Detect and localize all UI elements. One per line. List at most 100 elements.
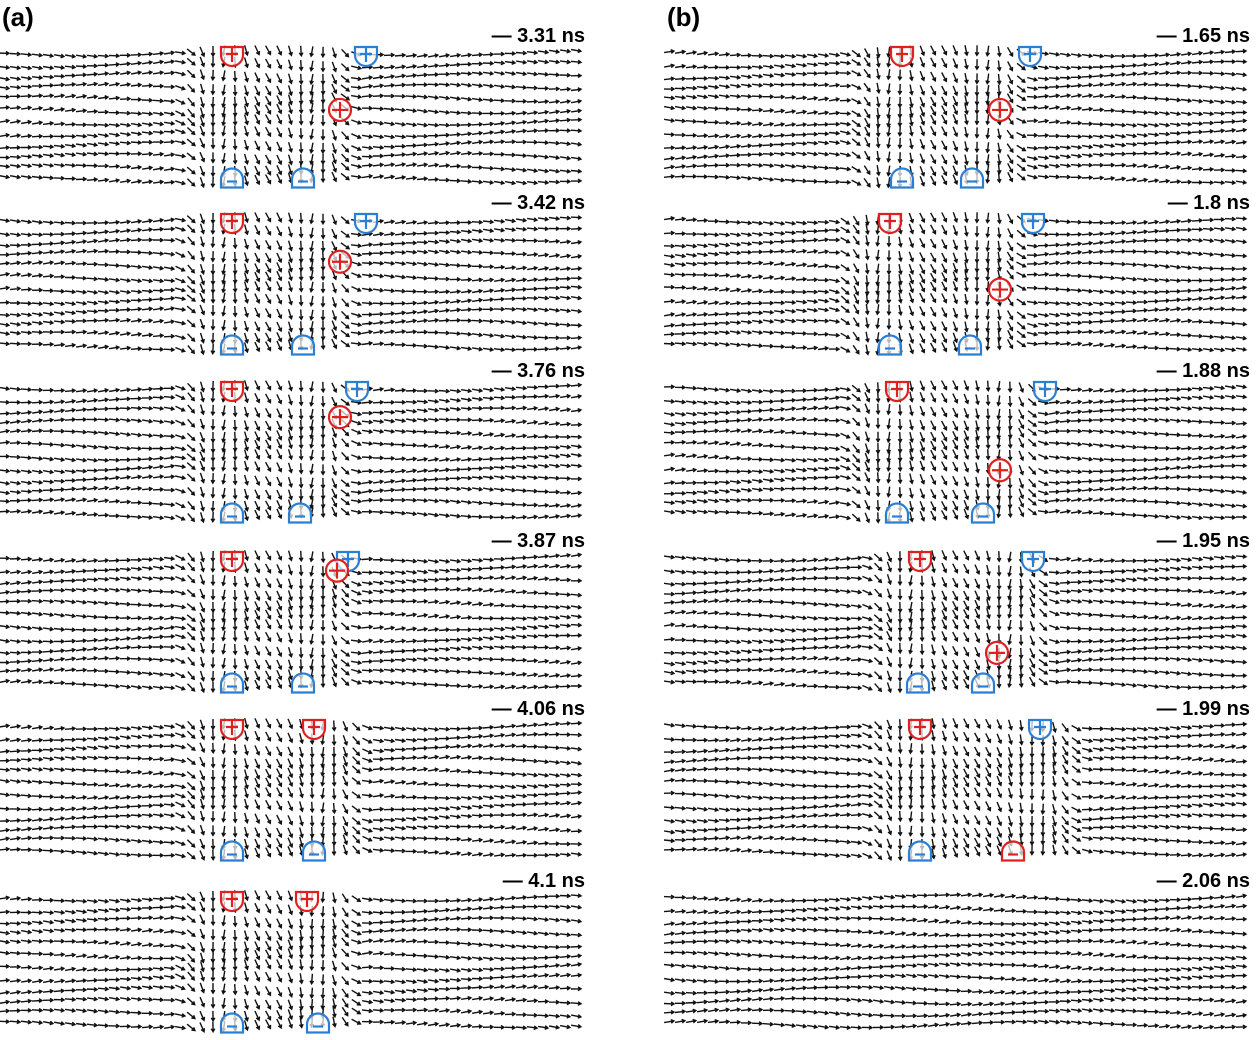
marker-cross	[329, 562, 345, 579]
spin-field	[663, 718, 1248, 862]
marker-shape	[1000, 840, 1026, 862]
defect-marker	[219, 1012, 245, 1034]
marker-shape	[219, 334, 245, 356]
spin-row	[0, 970, 583, 987]
defect-marker	[877, 334, 903, 356]
marker-cross	[332, 409, 348, 426]
spin-row	[0, 742, 583, 759]
marker-cross	[332, 253, 348, 270]
spin-row	[0, 281, 583, 295]
defect-marker	[219, 380, 245, 403]
spin-row	[663, 248, 1248, 264]
spin-row	[663, 137, 1248, 154]
defect-marker	[301, 840, 327, 862]
time-label: — 3.31 ns	[492, 25, 585, 47]
time-label: — 3.42 ns	[492, 192, 585, 214]
spin-row	[663, 1018, 1248, 1031]
defect-marker	[1020, 212, 1046, 235]
spin-row	[0, 497, 583, 513]
time-label: — 3.76 ns	[492, 360, 585, 382]
spin-row	[663, 497, 1248, 513]
spin-row	[0, 161, 583, 178]
spin-row	[663, 68, 1248, 86]
marker-shape	[957, 334, 983, 356]
marker-cross	[1024, 48, 1036, 62]
spin-row	[663, 926, 1248, 938]
spin-row	[0, 81, 583, 97]
spin-row	[663, 666, 1248, 683]
spin-row	[663, 903, 1248, 916]
marker-cross	[226, 553, 238, 567]
marker-shape	[301, 840, 327, 862]
spin-row	[0, 914, 583, 931]
defect-marker	[219, 672, 245, 694]
spin-row	[0, 1006, 583, 1023]
spin-row	[0, 834, 583, 851]
spin-row	[663, 150, 1248, 166]
spin-field	[0, 212, 583, 356]
spin-row	[664, 984, 1248, 996]
spin-row	[663, 597, 1248, 614]
defect-marker	[1000, 840, 1026, 862]
defect-marker	[970, 672, 996, 694]
spin-row	[0, 45, 583, 59]
spin-row	[663, 607, 1248, 624]
marker-cross	[992, 101, 1008, 118]
spin-row	[0, 304, 583, 322]
spin-row	[663, 339, 1248, 356]
spin-row	[663, 427, 1248, 444]
spin-row	[0, 391, 583, 408]
spin-row	[0, 607, 583, 624]
marker-shape	[290, 167, 316, 189]
spin-row	[0, 329, 583, 345]
marker-shape	[889, 167, 915, 189]
defect-marker	[987, 277, 1013, 302]
marker-shape	[907, 840, 933, 862]
spin-row	[0, 947, 583, 964]
spin-row	[0, 754, 583, 770]
marker-cross	[1034, 721, 1046, 735]
spin-row	[0, 506, 583, 524]
spin-row	[0, 437, 583, 454]
defect-marker	[905, 672, 931, 694]
spin-field	[663, 380, 1248, 524]
marker-cross	[360, 215, 372, 229]
spin-row	[663, 125, 1248, 140]
spin-row	[663, 81, 1248, 97]
spin-row	[0, 764, 583, 782]
spin-row	[663, 754, 1248, 770]
spin-row	[663, 950, 1248, 962]
marker-cross	[332, 101, 348, 118]
defect-marker	[877, 212, 903, 235]
spin-row	[0, 114, 583, 128]
defect-marker	[959, 167, 985, 189]
spin-row	[0, 729, 583, 746]
spin-field	[663, 45, 1248, 189]
spin-row	[663, 416, 1248, 432]
spin-row	[0, 338, 583, 356]
spin-row	[0, 676, 583, 694]
marker-shape	[219, 672, 245, 694]
defect-marker	[219, 45, 245, 68]
defect-marker	[1017, 45, 1043, 68]
marker-shape	[290, 334, 316, 356]
spin-field	[0, 890, 583, 1034]
spin-row	[0, 259, 583, 276]
spin-row	[0, 248, 583, 264]
defect-marker	[327, 249, 353, 274]
spin-row	[0, 56, 583, 73]
panel-label: (a)	[2, 2, 34, 32]
spin-row	[0, 844, 583, 862]
spin-row	[0, 380, 583, 394]
spin-row	[663, 162, 1248, 178]
spin-row	[663, 962, 1248, 973]
spin-row	[0, 574, 583, 591]
defect-marker	[294, 890, 320, 913]
spin-row	[663, 995, 1248, 1007]
defect-marker	[957, 334, 983, 356]
spin-row	[663, 973, 1248, 984]
defect-marker	[305, 1012, 331, 1034]
spin-row	[0, 69, 583, 86]
marker-cross	[896, 48, 908, 62]
spin-row	[0, 718, 583, 732]
